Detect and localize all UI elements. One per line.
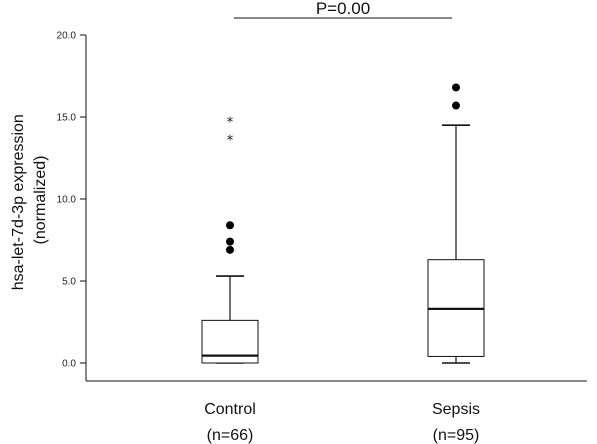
x-category-label: Sepsis bbox=[432, 401, 480, 418]
outlier-point bbox=[226, 221, 234, 230]
boxes: ** bbox=[201, 83, 485, 364]
y-tick-label: 15.0 bbox=[57, 113, 77, 124]
x-category-n-label: (n=66) bbox=[207, 427, 254, 444]
y-tick-label: 10.0 bbox=[57, 195, 77, 206]
y-axis-title-line2: (normalized) bbox=[32, 156, 49, 245]
extreme-point: * bbox=[227, 133, 234, 148]
outlier-point bbox=[226, 245, 234, 254]
box-group-control: ** bbox=[201, 115, 259, 364]
x-category-label: Control bbox=[204, 401, 256, 418]
significance-label: P=0.00 bbox=[316, 0, 370, 18]
y-tick-label: 20.0 bbox=[57, 31, 77, 42]
y-tick-label: 5.0 bbox=[62, 277, 76, 288]
x-category-n-label: (n=95) bbox=[433, 427, 480, 444]
extreme-point: * bbox=[227, 115, 234, 130]
significance-annotation: P=0.00 bbox=[234, 0, 452, 19]
y-tick-label: 0.0 bbox=[62, 359, 76, 370]
outlier-point bbox=[226, 237, 234, 246]
box-group-sepsis bbox=[427, 83, 485, 364]
outlier-point bbox=[452, 83, 460, 92]
outlier-point bbox=[452, 101, 460, 110]
y-axis-title-line1: hsa-let-7d-3p expression bbox=[10, 114, 27, 290]
x-axis: Control (n=66) Sepsis (n=95) bbox=[86, 380, 587, 444]
y-axis: 0.0 5.0 10.0 15.0 20.0 bbox=[57, 31, 87, 381]
y-axis-title: hsa-let-7d-3p expression (normalized) bbox=[10, 110, 49, 291]
